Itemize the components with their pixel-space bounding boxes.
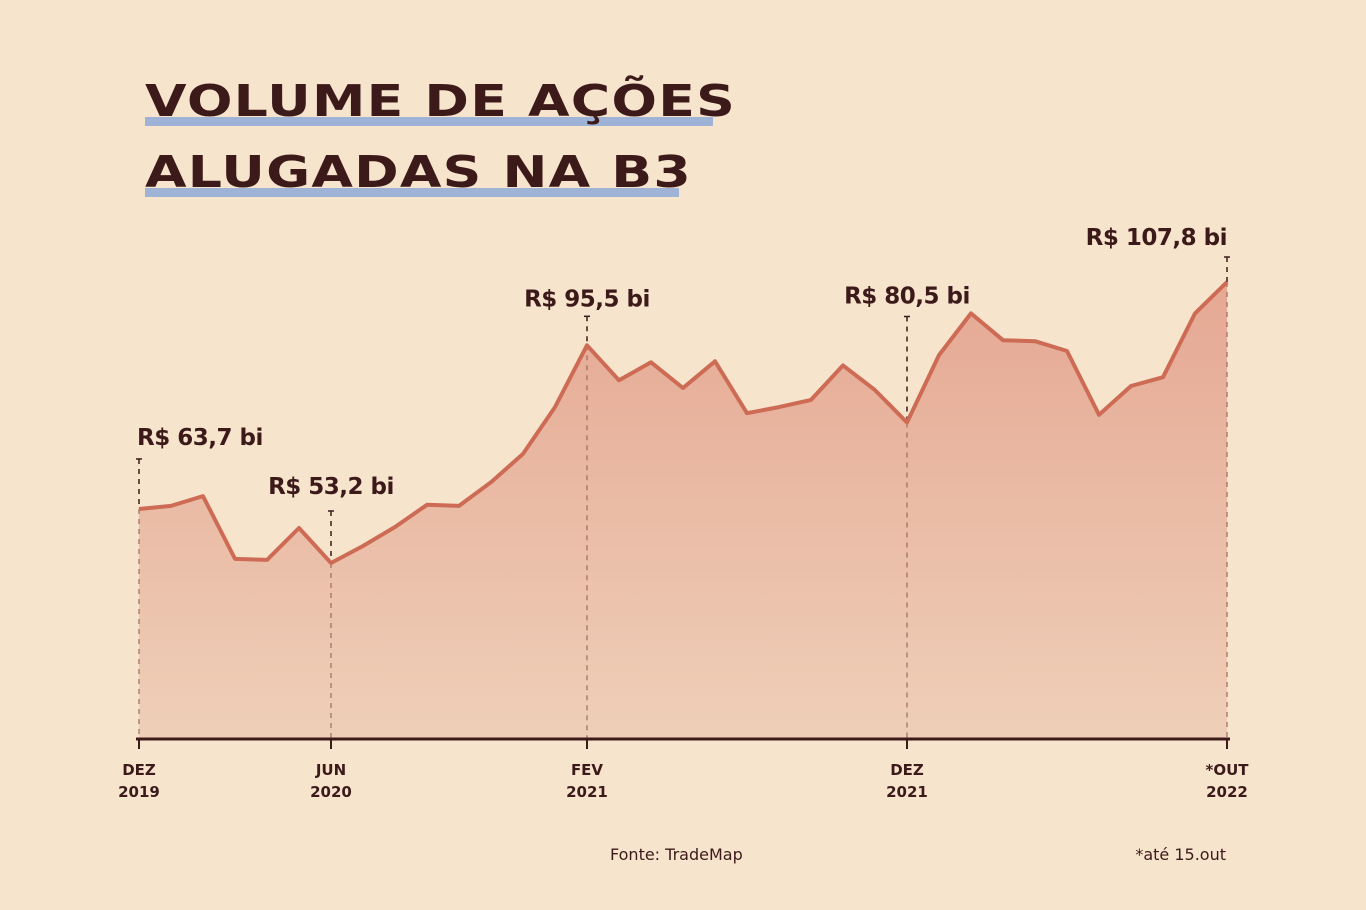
data-label: R$ 53,2 bi — [268, 474, 394, 500]
data-label: R$ 107,8 bi — [1086, 225, 1227, 251]
x-tick-label-month: DEZ — [122, 761, 156, 779]
data-label: R$ 80,5 bi — [844, 283, 970, 309]
x-tick-label-year: 2021 — [566, 783, 608, 801]
x-tick-label-month: DEZ — [890, 761, 924, 779]
area-fill — [139, 282, 1227, 739]
x-tick-label-month: JUN — [315, 761, 346, 779]
x-tick-label-year: 2022 — [1206, 783, 1248, 801]
footnote: *até 15.out — [1135, 845, 1226, 864]
chart-title-line-2: ALUGADAS NA B3 — [145, 147, 692, 198]
title-underline-2 — [145, 188, 679, 197]
x-tick-label-year: 2020 — [310, 783, 352, 801]
x-tick-label-month: FEV — [571, 761, 603, 779]
x-tick-label-year: 2021 — [886, 783, 928, 801]
x-tick-label-year: 2019 — [118, 783, 160, 801]
data-label: R$ 95,5 bi — [524, 286, 650, 312]
title-underline-1 — [145, 117, 713, 126]
source-note: Fonte: TradeMap — [610, 845, 743, 864]
x-tick-label-month: *OUT — [1205, 761, 1249, 779]
chart-title-line-1: VOLUME DE AÇÕES — [145, 76, 737, 127]
series-line — [138, 280, 1229, 565]
data-label: R$ 63,7 bi — [137, 425, 263, 451]
